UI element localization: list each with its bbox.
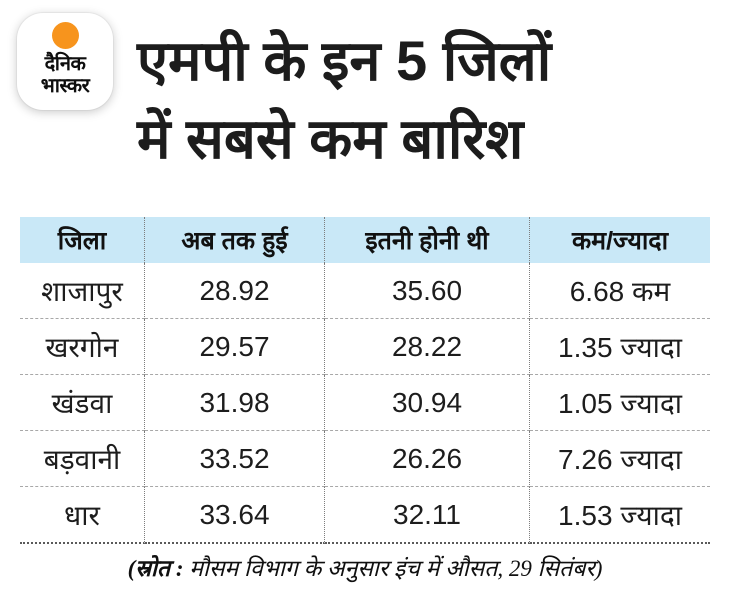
difference-cell: 1.05 ज्यादा <box>530 375 710 431</box>
table-row: खंडवा 31.98 30.94 1.05 ज्यादा <box>20 375 710 431</box>
rainfall-table: जिला अब तक हुई इतनी होनी थी कम/ज्यादा शा… <box>20 217 710 544</box>
difference-cell: 6.68 कम <box>530 263 710 319</box>
column-header-so-far: अब तक हुई <box>145 217 325 263</box>
brand-logo: दैनिक भास्कर <box>17 13 113 110</box>
table-row: बड़वानी 33.52 26.26 7.26 ज्यादा <box>20 431 710 487</box>
page-title-line2: में सबसे कम बारिश <box>137 107 524 170</box>
rainfall-so-far-cell: 33.52 <box>145 431 325 487</box>
district-cell: शाजापुर <box>20 263 145 319</box>
district-cell: खरगोन <box>20 319 145 375</box>
source-text: मौसम विभाग के अनुसार इंच में औसत, 29 सित… <box>183 556 603 581</box>
rainfall-so-far-cell: 31.98 <box>145 375 325 431</box>
rainfall-so-far-cell: 28.92 <box>145 263 325 319</box>
difference-cell: 1.35 ज्यादा <box>530 319 710 375</box>
table-row: धार 33.64 32.11 1.53 ज्यादा <box>20 487 710 544</box>
column-header-district: जिला <box>20 217 145 263</box>
expected-rainfall-cell: 28.22 <box>325 319 530 375</box>
district-cell: बड़वानी <box>20 431 145 487</box>
table-row: खरगोन 29.57 28.22 1.35 ज्यादा <box>20 319 710 375</box>
column-header-expected: इतनी होनी थी <box>325 217 530 263</box>
sun-dot-icon <box>51 22 79 49</box>
rainfall-so-far-cell: 33.64 <box>145 487 325 544</box>
page-title-line1: एमपी के इन 5 जिलों <box>137 29 552 92</box>
rainfall-so-far-cell: 29.57 <box>145 319 325 375</box>
brand-name-line2: भास्कर <box>40 75 90 97</box>
brand-name: दैनिक भास्कर <box>41 53 90 97</box>
expected-rainfall-cell: 35.60 <box>325 263 530 319</box>
expected-rainfall-cell: 32.11 <box>325 487 530 544</box>
column-header-difference: कम/ज्यादा <box>571 227 669 255</box>
source-label: (स्रोत : <box>127 556 184 581</box>
source-note: (स्रोत : मौसम विभाग के अनुसार इंच में औस… <box>0 551 730 583</box>
brand-name-line1: दैनिक <box>44 53 86 75</box>
page-title: एमपी के इन 5 जिलों में सबसे कम बारिश <box>137 22 551 178</box>
district-cell: खंडवा <box>20 375 145 431</box>
district-cell: धार <box>20 487 145 544</box>
table-header-row: जिला अब तक हुई इतनी होनी थी कम/ज्यादा <box>20 217 710 263</box>
expected-rainfall-cell: 26.26 <box>325 431 530 487</box>
difference-cell: 7.26 ज्यादा <box>530 431 710 487</box>
expected-rainfall-cell: 30.94 <box>325 375 530 431</box>
table-row: शाजापुर 28.92 35.60 6.68 कम <box>20 263 710 319</box>
difference-cell: 1.53 ज्यादा <box>530 487 710 544</box>
